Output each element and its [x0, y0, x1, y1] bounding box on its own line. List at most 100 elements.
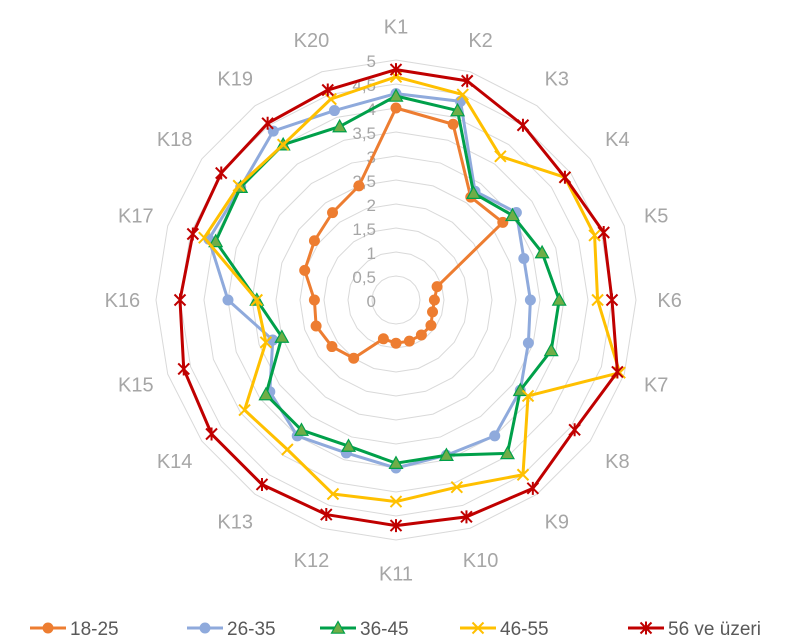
- radial-tick-label: 1,5: [352, 220, 376, 239]
- data-point: [377, 333, 389, 345]
- series-line: [214, 94, 561, 465]
- legend: 18-25 26-35 36-45 46-55 56 ve üzeri: [30, 619, 761, 640]
- series-line: [178, 68, 619, 528]
- data-point: [471, 621, 485, 635]
- grid-ring: [299, 203, 493, 397]
- data-point: [259, 336, 273, 349]
- category-label: K4: [605, 129, 629, 151]
- data-point: [215, 166, 228, 180]
- category-label: K11: [379, 564, 413, 586]
- data-point: [274, 329, 290, 343]
- category-label: K15: [118, 375, 154, 397]
- data-point: [299, 264, 311, 276]
- data-point: [326, 341, 338, 353]
- category-label: K18: [157, 129, 193, 151]
- data-point: [281, 443, 294, 456]
- data-point: [504, 207, 521, 222]
- data-point: [526, 481, 540, 495]
- data-point: [534, 244, 550, 259]
- data-point: [261, 116, 274, 130]
- data-point: [499, 445, 515, 460]
- data-point: [321, 83, 334, 97]
- radial-tick-label: 0: [367, 292, 376, 311]
- category-label: K12: [294, 550, 330, 572]
- data-point: [403, 335, 415, 347]
- data-point: [255, 477, 269, 491]
- radial-tick-label: 0,5: [352, 268, 376, 287]
- data-point: [497, 216, 509, 228]
- data-point: [250, 293, 264, 307]
- data-point: [466, 185, 482, 200]
- data-point: [199, 622, 211, 634]
- data-point: [348, 352, 360, 364]
- data-point: [390, 337, 402, 349]
- data-point: [389, 63, 403, 77]
- data-point: [186, 227, 200, 241]
- data-point: [460, 510, 473, 524]
- category-label: K5: [644, 205, 668, 227]
- data-point: [205, 427, 218, 441]
- data-point: [588, 229, 601, 242]
- category-label: K17: [118, 205, 154, 227]
- data-point: [177, 362, 190, 376]
- grid-ring: [251, 155, 541, 445]
- data-point: [222, 294, 234, 306]
- series-group: [208, 88, 567, 469]
- radial-tick-label: 3,5: [352, 124, 376, 143]
- data-point: [431, 281, 443, 293]
- data-point: [427, 306, 439, 318]
- legend-item: 36-45: [320, 619, 409, 640]
- data-point: [310, 320, 322, 332]
- data-point: [327, 207, 339, 219]
- data-point: [605, 293, 619, 307]
- category-label: K6: [657, 290, 681, 312]
- data-point: [328, 105, 340, 117]
- data-point: [522, 337, 534, 349]
- legend-label: 56 ve üzeri: [668, 619, 761, 640]
- radial-tick-label: 2: [367, 196, 376, 215]
- data-point: [518, 252, 530, 264]
- data-point: [524, 294, 536, 306]
- data-point: [232, 179, 245, 192]
- radial-tick-label: 5: [367, 52, 376, 71]
- data-point: [611, 365, 624, 379]
- data-point: [42, 622, 54, 634]
- series-group: [173, 63, 624, 533]
- data-point: [456, 88, 469, 101]
- data-point: [293, 422, 310, 436]
- category-label: K16: [105, 290, 141, 312]
- category-label: K19: [217, 69, 253, 91]
- data-point: [568, 423, 581, 437]
- legend-item: 18-25: [30, 619, 119, 640]
- grid-ring: [371, 275, 421, 325]
- category-label: K8: [605, 451, 629, 473]
- data-point: [516, 468, 530, 481]
- data-point: [267, 125, 279, 137]
- data-point: [258, 386, 274, 401]
- legend-item: 56 ve üzeri: [628, 619, 761, 640]
- data-point: [516, 118, 530, 132]
- data-point: [639, 621, 653, 635]
- data-point: [388, 455, 404, 469]
- category-label: K9: [545, 511, 569, 533]
- data-point: [389, 495, 403, 508]
- category-label: K20: [294, 30, 330, 52]
- legend-label: 36-45: [360, 619, 409, 640]
- data-point: [450, 480, 464, 494]
- data-point: [447, 118, 459, 130]
- category-labels: K1 K2 K3 K4 K5 K6 K7 K8 K9 K10 K11 K12 K13 K14 K15 K16 K…: [105, 16, 682, 585]
- radial-tick-label: 1: [367, 244, 376, 263]
- grid-ring: [323, 227, 469, 373]
- data-point: [332, 118, 348, 133]
- data-point: [276, 138, 290, 151]
- data-point: [388, 88, 404, 102]
- data-point: [521, 389, 535, 403]
- data-point: [558, 170, 572, 184]
- data-point: [591, 293, 604, 307]
- category-label: K13: [217, 511, 253, 533]
- data-point: [198, 231, 211, 244]
- data-point: [415, 329, 427, 341]
- data-point: [390, 102, 402, 114]
- data-point: [494, 150, 507, 163]
